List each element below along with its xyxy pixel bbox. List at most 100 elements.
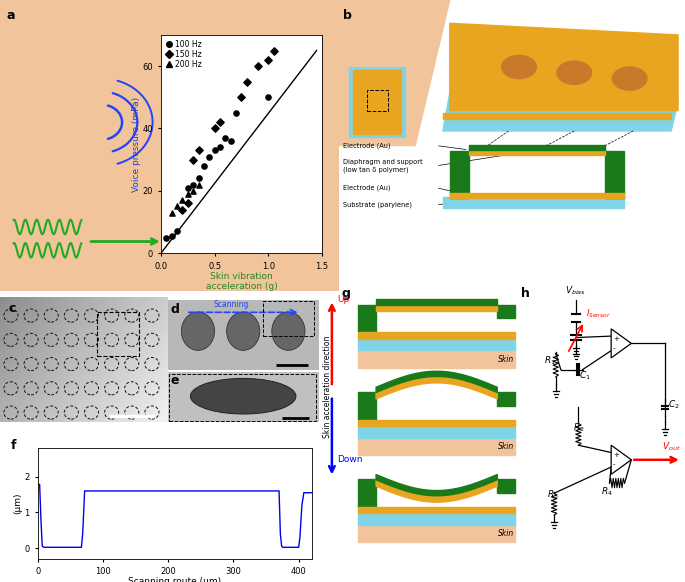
Point: [236, 93, 247, 102]
Point: [177, 205, 188, 214]
Ellipse shape: [386, 93, 393, 98]
Bar: [263, 301, 314, 336]
Text: +: +: [613, 336, 619, 342]
Bar: [358, 350, 514, 368]
Bar: [358, 480, 375, 507]
Legend: 100 Hz, 150 Hz, 200 Hz: 100 Hz, 150 Hz, 200 Hz: [165, 39, 203, 70]
Ellipse shape: [272, 312, 305, 350]
Text: Scanning: Scanning: [213, 300, 249, 309]
Ellipse shape: [190, 378, 296, 414]
Bar: [443, 197, 625, 208]
Ellipse shape: [372, 93, 379, 98]
Bar: [497, 480, 514, 493]
Ellipse shape: [372, 122, 379, 128]
Point: [209, 124, 220, 133]
Ellipse shape: [358, 79, 365, 84]
Text: b: b: [342, 9, 351, 22]
Point: [171, 227, 182, 236]
Bar: [606, 151, 625, 198]
Ellipse shape: [372, 108, 379, 113]
Text: $V_{bias}$: $V_{bias}$: [565, 285, 586, 297]
X-axis label: Scanning route (μm): Scanning route (μm): [128, 577, 221, 582]
Point: [199, 161, 210, 171]
Point: [193, 173, 204, 183]
Text: e: e: [171, 374, 179, 388]
Bar: [450, 193, 625, 198]
X-axis label: Skin vibration
acceleration (g): Skin vibration acceleration (g): [206, 272, 277, 292]
Point: [214, 118, 225, 127]
Bar: [358, 332, 514, 339]
Polygon shape: [611, 329, 632, 358]
Text: d: d: [171, 303, 179, 315]
Ellipse shape: [612, 67, 647, 90]
Point: [171, 202, 182, 211]
Ellipse shape: [386, 108, 393, 113]
Bar: [366, 90, 388, 111]
Polygon shape: [443, 113, 671, 119]
Text: $R_3$: $R_3$: [547, 488, 559, 501]
Text: Skin acceleration direction: Skin acceleration direction: [323, 336, 332, 438]
Ellipse shape: [557, 61, 592, 84]
Ellipse shape: [358, 122, 365, 128]
Point: [220, 133, 231, 143]
Text: Down: Down: [337, 455, 362, 464]
Text: $I_{Sensor}$: $I_{Sensor}$: [586, 308, 611, 320]
Text: a: a: [7, 9, 15, 22]
Y-axis label: (μm): (μm): [14, 493, 23, 514]
Bar: [497, 305, 514, 318]
Bar: [358, 392, 375, 420]
Text: Skin: Skin: [499, 529, 514, 538]
Point: [166, 208, 177, 217]
Bar: [358, 305, 375, 332]
Bar: [358, 525, 514, 542]
Point: [209, 146, 220, 155]
Text: $V_{out}$: $V_{out}$: [662, 440, 681, 453]
Ellipse shape: [227, 312, 260, 350]
Text: Electrode (Au): Electrode (Au): [342, 184, 390, 191]
Ellipse shape: [386, 122, 393, 128]
Bar: [450, 151, 469, 198]
Text: $R_2$: $R_2$: [573, 421, 584, 434]
Point: [161, 233, 172, 242]
Point: [188, 155, 199, 164]
Point: [225, 136, 236, 146]
Bar: [97, 313, 139, 356]
Text: g: g: [342, 287, 351, 300]
Point: [263, 55, 274, 65]
Point: [182, 183, 193, 193]
Ellipse shape: [182, 312, 214, 350]
Text: h: h: [521, 287, 530, 300]
Text: -: -: [613, 345, 615, 351]
Point: [269, 46, 279, 55]
Point: [231, 108, 242, 118]
Text: Skin: Skin: [499, 354, 514, 364]
Ellipse shape: [386, 79, 393, 84]
Text: Up: Up: [337, 296, 349, 304]
Bar: [358, 438, 514, 455]
Text: $R_1$: $R_1$: [544, 354, 556, 367]
Point: [188, 180, 199, 189]
Text: $R_4$: $R_4$: [601, 485, 613, 498]
Point: [182, 189, 193, 198]
Text: Electrode (Au): Electrode (Au): [342, 142, 390, 149]
Point: [263, 93, 274, 102]
Text: Diaphragm and support
(low tan δ polymer): Diaphragm and support (low tan δ polymer…: [342, 159, 422, 173]
Point: [241, 77, 252, 86]
Point: [166, 232, 177, 241]
Polygon shape: [443, 93, 678, 131]
Point: [203, 152, 214, 161]
Bar: [358, 513, 514, 525]
Text: -: -: [613, 461, 615, 467]
Bar: [349, 67, 405, 137]
Y-axis label: Voice pressure (mPa): Voice pressure (mPa): [132, 97, 140, 191]
Ellipse shape: [501, 55, 536, 79]
Bar: [353, 70, 401, 134]
Point: [182, 198, 193, 208]
Polygon shape: [611, 445, 632, 474]
Ellipse shape: [358, 93, 365, 98]
Ellipse shape: [372, 79, 379, 84]
Polygon shape: [339, 0, 450, 146]
Text: +: +: [613, 452, 619, 459]
Polygon shape: [450, 23, 678, 111]
Point: [193, 180, 204, 189]
